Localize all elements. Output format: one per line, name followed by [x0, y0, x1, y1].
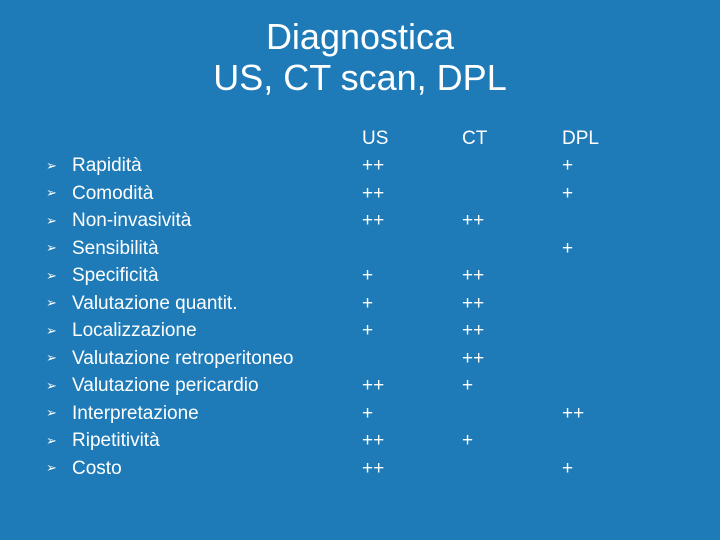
bullet-icon: ➢ [46, 267, 60, 286]
bullet-icon: ➢ [46, 239, 60, 258]
ct-cell: ++ [462, 317, 562, 345]
list-item: ➢ Rapidità [40, 152, 362, 180]
title-line-2: US, CT scan, DPL [213, 57, 506, 98]
ct-column: CT ++ ++ ++ ++ ++ + + [462, 125, 562, 483]
bullet-icon: ➢ [46, 404, 60, 423]
us-cell [362, 235, 462, 263]
dpl-cell: + [562, 152, 662, 180]
title-line-1: Diagnostica [266, 16, 454, 57]
list-item: ➢ Sensibilità [40, 235, 362, 263]
ct-header: CT [462, 125, 562, 153]
us-cell: ++ [362, 455, 462, 483]
dpl-cell [562, 317, 662, 345]
us-cell: ++ [362, 180, 462, 208]
us-cell: ++ [362, 152, 462, 180]
ct-cell [462, 152, 562, 180]
us-cell: + [362, 317, 462, 345]
dpl-header: DPL [562, 125, 662, 153]
us-column: US ++ ++ ++ + + + ++ + ++ ++ [362, 125, 462, 483]
slide: Diagnostica US, CT scan, DPL ➢ Rapidità ➢… [0, 0, 720, 540]
us-cell: ++ [362, 372, 462, 400]
us-cell: + [362, 290, 462, 318]
ct-cell [462, 180, 562, 208]
criteria-label: Valutazione pericardio [72, 372, 259, 400]
dpl-cell [562, 207, 662, 235]
ct-cell: ++ [462, 262, 562, 290]
list-item: ➢ Valutazione retroperitoneo [40, 345, 362, 373]
criteria-label: Specificità [72, 262, 159, 290]
bullet-icon: ➢ [46, 349, 60, 368]
ct-cell: + [462, 427, 562, 455]
criteria-label: Valutazione retroperitoneo [72, 345, 293, 373]
us-cell: + [362, 262, 462, 290]
us-cell: ++ [362, 207, 462, 235]
bullet-icon: ➢ [46, 294, 60, 313]
dpl-column: DPL + + + ++ + [562, 125, 662, 483]
ct-cell: ++ [462, 290, 562, 318]
ct-cell [462, 235, 562, 263]
dpl-cell [562, 427, 662, 455]
bullet-icon: ➢ [46, 432, 60, 451]
list-item: ➢ Valutazione pericardio [40, 372, 362, 400]
list-item: ➢ Non-invasività [40, 207, 362, 235]
bullet-icon: ➢ [46, 212, 60, 231]
criteria-label: Rapidità [72, 152, 142, 180]
list-item: ➢ Valutazione quantit. [40, 290, 362, 318]
us-header: US [362, 125, 462, 153]
dpl-cell [562, 262, 662, 290]
criteria-label: Non-invasività [72, 207, 191, 235]
ct-cell: ++ [462, 207, 562, 235]
us-cell [362, 345, 462, 373]
list-item: ➢ Ripetitività [40, 427, 362, 455]
criteria-column: ➢ Rapidità ➢ Comodità ➢ Non-invasività ➢ Sen… [40, 125, 362, 483]
list-item: ➢ Comodità [40, 180, 362, 208]
ct-cell: ++ [462, 345, 562, 373]
criteria-label: Valutazione quantit. [72, 290, 238, 318]
us-cell: ++ [362, 427, 462, 455]
bullet-icon: ➢ [46, 459, 60, 478]
comparison-table: ➢ Rapidità ➢ Comodità ➢ Non-invasività ➢ Sen… [40, 125, 680, 483]
criteria-label: Interpretazione [72, 400, 199, 428]
dpl-cell: + [562, 455, 662, 483]
list-item: ➢ Costo [40, 455, 362, 483]
list-item: ➢ Localizzazione [40, 317, 362, 345]
dpl-cell: + [562, 180, 662, 208]
list-item: ➢ Specificità [40, 262, 362, 290]
criteria-label: Costo [72, 455, 122, 483]
ct-cell [462, 455, 562, 483]
bullet-icon: ➢ [46, 184, 60, 203]
slide-title: Diagnostica US, CT scan, DPL [40, 16, 680, 99]
dpl-cell: ++ [562, 400, 662, 428]
ct-cell: + [462, 372, 562, 400]
ct-cell [462, 400, 562, 428]
criteria-label: Comodità [72, 180, 153, 208]
bullet-icon: ➢ [46, 377, 60, 396]
dpl-cell [562, 372, 662, 400]
dpl-cell [562, 290, 662, 318]
bullet-icon: ➢ [46, 322, 60, 341]
criteria-label: Sensibilità [72, 235, 159, 263]
dpl-cell: + [562, 235, 662, 263]
us-cell: + [362, 400, 462, 428]
criteria-label: Localizzazione [72, 317, 197, 345]
criteria-label: Ripetitività [72, 427, 160, 455]
bullet-icon: ➢ [46, 157, 60, 176]
list-item: ➢ Interpretazione [40, 400, 362, 428]
dpl-cell [562, 345, 662, 373]
